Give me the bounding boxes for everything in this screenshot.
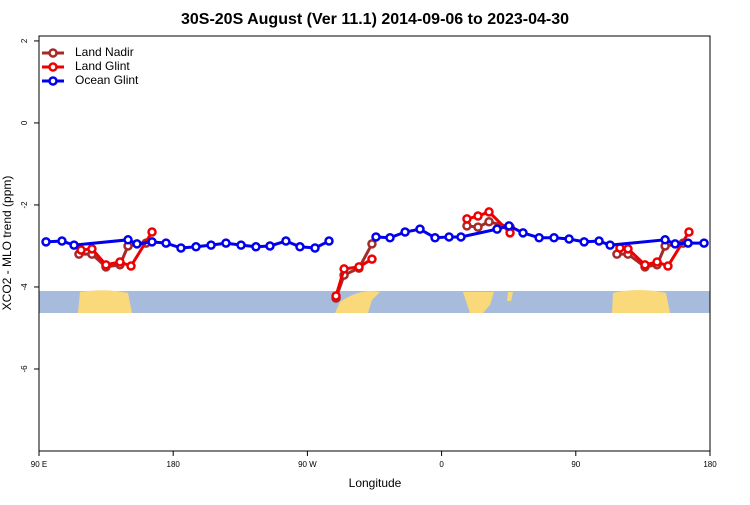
point bbox=[265, 241, 275, 251]
point bbox=[492, 224, 502, 234]
point bbox=[415, 224, 425, 234]
legend-marker bbox=[48, 48, 58, 58]
point bbox=[456, 232, 466, 242]
point bbox=[132, 239, 142, 249]
point bbox=[444, 232, 454, 242]
point bbox=[605, 240, 615, 250]
point bbox=[331, 291, 341, 301]
point bbox=[87, 244, 97, 254]
point bbox=[76, 245, 86, 255]
point bbox=[101, 260, 111, 270]
point bbox=[221, 238, 231, 248]
y-tick-label: -6 bbox=[20, 365, 29, 373]
series-line bbox=[80, 210, 691, 297]
point bbox=[115, 257, 125, 267]
legend-marker bbox=[48, 62, 58, 72]
point bbox=[640, 260, 650, 270]
land bbox=[335, 291, 380, 313]
point bbox=[69, 240, 79, 250]
point bbox=[473, 222, 483, 232]
point bbox=[385, 233, 395, 243]
x-tick-label: 0 bbox=[439, 460, 444, 469]
point bbox=[462, 214, 472, 224]
point bbox=[484, 217, 494, 227]
series-line bbox=[78, 220, 684, 299]
x-tick-label: 180 bbox=[703, 460, 717, 469]
point bbox=[670, 239, 680, 249]
point bbox=[367, 254, 377, 264]
point bbox=[147, 237, 157, 247]
point bbox=[579, 237, 589, 247]
x-tick-label: 90 W bbox=[298, 460, 317, 469]
point bbox=[699, 238, 709, 248]
point bbox=[147, 227, 157, 237]
chart-title: 30S-20S August (Ver 11.1) 2014-09-06 to … bbox=[181, 11, 569, 28]
point bbox=[281, 236, 291, 246]
y-tick-label: 2 bbox=[20, 38, 29, 43]
point bbox=[123, 235, 133, 245]
point bbox=[41, 237, 51, 247]
point bbox=[236, 240, 246, 250]
point bbox=[663, 261, 673, 271]
point bbox=[660, 235, 670, 245]
point bbox=[324, 236, 334, 246]
land bbox=[612, 290, 670, 313]
legend-marker bbox=[48, 76, 58, 86]
point bbox=[564, 234, 574, 244]
point bbox=[354, 262, 364, 272]
x-tick-label: 180 bbox=[167, 460, 181, 469]
y-tick-label: 0 bbox=[20, 120, 29, 125]
point bbox=[126, 261, 136, 271]
y-tick-label: -2 bbox=[20, 201, 29, 209]
point bbox=[367, 239, 377, 249]
land bbox=[78, 290, 132, 313]
point bbox=[473, 211, 483, 221]
ocean bbox=[39, 291, 710, 313]
point bbox=[594, 236, 604, 246]
point bbox=[549, 233, 559, 243]
x-tick-label: 90 bbox=[571, 460, 580, 469]
point bbox=[161, 238, 171, 248]
point bbox=[339, 264, 349, 274]
point bbox=[518, 228, 528, 238]
land bbox=[507, 292, 513, 301]
legend-label: Land Nadir bbox=[75, 45, 134, 59]
y-axis-label: XCO2 - MLO trend (ppm) bbox=[0, 176, 14, 311]
point bbox=[430, 233, 440, 243]
map-band bbox=[39, 290, 710, 313]
point bbox=[206, 240, 216, 250]
point bbox=[652, 257, 662, 267]
point bbox=[295, 242, 305, 252]
point bbox=[400, 227, 410, 237]
y-tick-label: -4 bbox=[20, 283, 29, 291]
point bbox=[504, 221, 514, 231]
point bbox=[191, 242, 201, 252]
point bbox=[251, 242, 261, 252]
x-tick-label: 90 E bbox=[31, 460, 47, 469]
point bbox=[684, 227, 694, 237]
point bbox=[176, 243, 186, 253]
plot-frame bbox=[38, 35, 711, 452]
x-axis-label: Longitude bbox=[349, 476, 402, 490]
point bbox=[623, 244, 633, 254]
point bbox=[310, 243, 320, 253]
point bbox=[683, 238, 693, 248]
point bbox=[534, 233, 544, 243]
point bbox=[371, 232, 381, 242]
point bbox=[484, 207, 494, 217]
legend-label: Ocean Glint bbox=[75, 73, 139, 87]
point bbox=[57, 236, 67, 246]
land bbox=[463, 292, 494, 313]
legend-label: Land Glint bbox=[75, 59, 130, 73]
